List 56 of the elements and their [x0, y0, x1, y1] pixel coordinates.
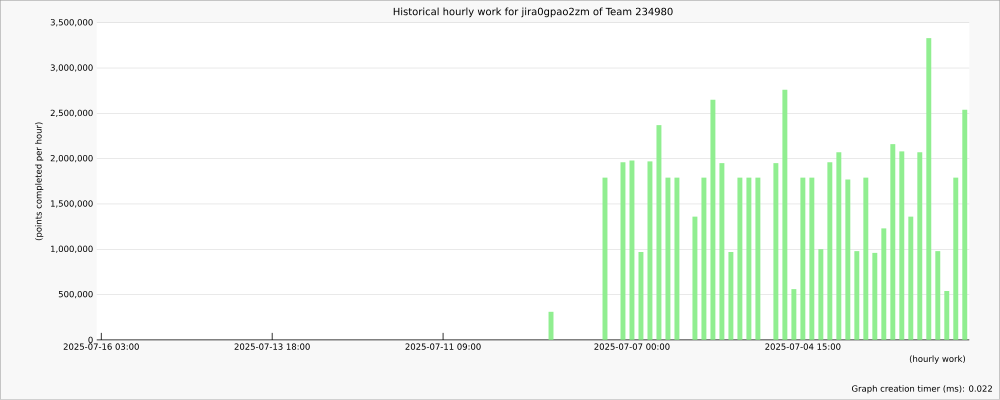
bar	[791, 289, 796, 340]
bar	[935, 251, 940, 340]
bar	[746, 178, 752, 340]
bar	[638, 252, 644, 340]
bar	[602, 178, 608, 340]
bar	[800, 178, 806, 340]
bar	[719, 163, 724, 340]
x-tick-label: 2025-07-16 03:00	[64, 344, 139, 350]
bar	[755, 178, 760, 340]
y-tick-label: 0	[88, 336, 93, 344]
bar	[647, 162, 652, 340]
bar	[917, 152, 922, 340]
bar	[818, 249, 824, 340]
bar	[962, 110, 968, 340]
bar	[827, 162, 832, 340]
bar	[845, 180, 850, 340]
bar	[737, 178, 742, 340]
bar	[854, 251, 860, 340]
bar	[701, 178, 706, 340]
x-tick-label: 2025-07-11 09:00	[406, 344, 481, 350]
bar	[656, 125, 662, 340]
bar	[674, 178, 680, 340]
y-tick-label: 2,500,000	[50, 110, 93, 118]
bar	[881, 228, 886, 340]
bar	[872, 253, 878, 340]
bar	[908, 216, 914, 340]
bar	[620, 162, 626, 340]
bar	[710, 100, 716, 340]
y-tick-label: 500,000	[58, 291, 93, 298]
bar	[953, 178, 958, 340]
y-tick-label: 3,000,000	[50, 64, 93, 72]
x-axis-title: (hourly work)	[910, 356, 966, 364]
bar	[629, 160, 634, 340]
bar	[809, 178, 814, 340]
x-tick-label: 2025-07-07 00:00	[594, 344, 670, 350]
chart-title: Historical hourly work for jira0gpao2zm of Team 234980	[394, 8, 673, 18]
bar	[728, 252, 734, 340]
y-tick-label: 3,500,000	[50, 19, 93, 27]
bar	[836, 152, 842, 340]
y-tick-label: 2,000,000	[50, 155, 93, 162]
bar	[548, 312, 554, 340]
bar	[863, 178, 868, 340]
bar	[782, 90, 788, 340]
y-axis-title: (points completed per hour)	[35, 122, 44, 240]
y-tick-label: 1,500,000	[51, 200, 93, 208]
bar	[944, 291, 950, 340]
bar	[773, 163, 778, 340]
bar	[692, 216, 698, 340]
x-tick-label: 2025-07-13 18:00	[234, 344, 310, 350]
bar	[665, 178, 670, 340]
x-tick-label: 2025-07-04 15:00	[765, 344, 840, 350]
y-tick-label: 1,000,000	[51, 246, 93, 254]
bar	[926, 38, 932, 340]
bar	[899, 152, 904, 340]
bar	[890, 144, 896, 340]
text: Graph creation timer (ms): 0.022	[852, 385, 992, 394]
